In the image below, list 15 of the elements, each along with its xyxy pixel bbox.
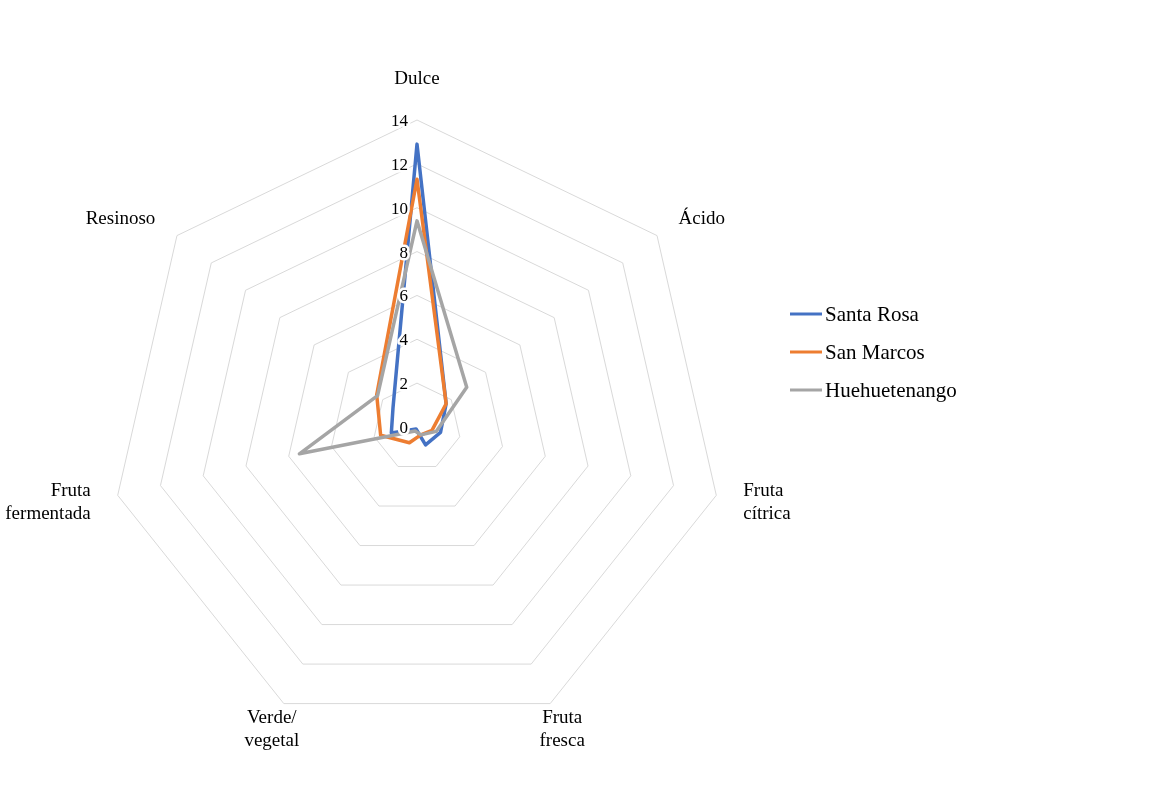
spoke-label: Verde/ vegetal	[244, 706, 300, 751]
spoke-label: Fruta fresca	[539, 706, 586, 751]
legend-label: Huehuetenango	[825, 378, 957, 402]
spoke-label: Resinoso	[85, 207, 156, 229]
spoke-label: Dulce	[394, 67, 440, 89]
y-tick-label: 10	[391, 198, 408, 218]
y-tick-label: 12	[391, 154, 408, 174]
y-tick-label: 2	[399, 374, 408, 394]
y-tick-label: 14	[391, 111, 409, 130]
spoke-label: Fruta cítrica	[743, 479, 792, 524]
legend-label: San Marcos	[825, 340, 925, 364]
spoke-label: Ácido	[678, 207, 726, 229]
spoke-label: Fruta fermentada	[5, 479, 92, 524]
legend-label: Santa Rosa	[825, 302, 920, 326]
y-tick-label: 6	[399, 286, 408, 306]
